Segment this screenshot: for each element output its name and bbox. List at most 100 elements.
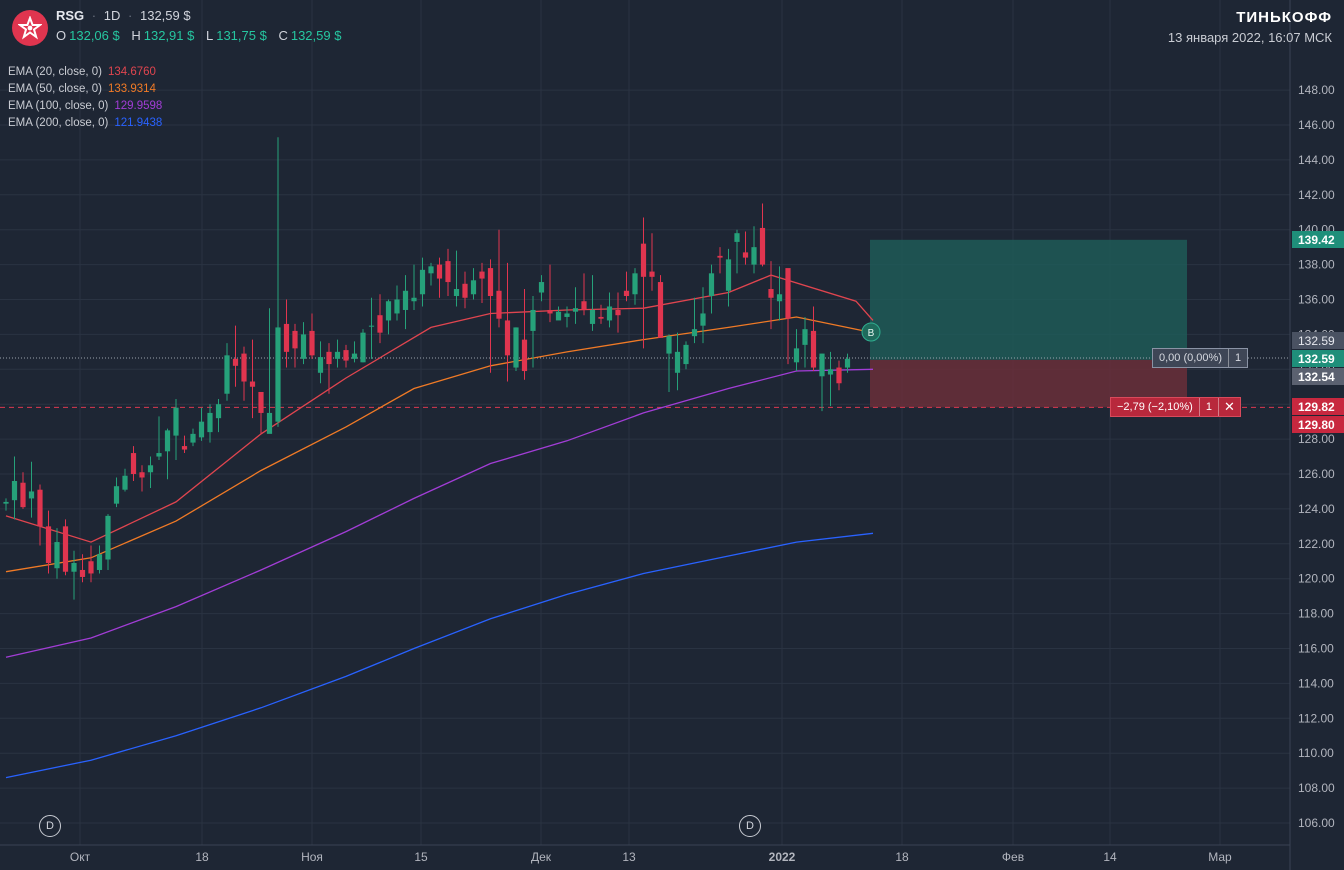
candle-body: [113, 486, 120, 504]
star-logo-icon: [18, 16, 42, 40]
candle-body: [708, 273, 715, 297]
candle-body: [819, 353, 825, 377]
candle-body: [666, 336, 672, 354]
dividend-marker[interactable]: D: [39, 815, 61, 837]
indicator-label: EMA (20, close, 0): [8, 66, 102, 78]
interval-label[interactable]: 1D: [103, 8, 121, 23]
candle-body: [139, 472, 145, 478]
ohlc-key: C: [278, 28, 288, 43]
candle-body: [266, 412, 273, 434]
candle-body: [759, 227, 766, 265]
y-tick-label: 108.00: [1298, 781, 1335, 795]
rsg-logo: [12, 10, 48, 46]
candle-body: [674, 351, 681, 373]
candle-body: [785, 268, 791, 319]
y-tick-label: 124.00: [1298, 502, 1335, 516]
indicator-label: EMA (50, close, 0): [8, 83, 102, 95]
y-tick-label: 110.00: [1298, 746, 1334, 760]
candle-body: [275, 327, 281, 422]
indicator-label: EMA (200, close, 0): [8, 117, 109, 129]
candle-body: [28, 491, 35, 499]
x-tick-label: Ноя: [301, 850, 323, 864]
candle-body: [538, 282, 545, 293]
x-tick-label: Дек: [531, 850, 552, 864]
stop-price-label-lower: 129.80: [1292, 416, 1344, 433]
ohlc-value: 131,75 $: [216, 28, 267, 43]
candle-body: [564, 313, 570, 317]
indicator-ema200[interactable]: EMA (200, close, 0) 121.9438: [8, 115, 162, 132]
indicator-ema100[interactable]: EMA (100, close, 0) 129.9598: [8, 98, 162, 115]
indicator-label: EMA (100, close, 0): [8, 100, 109, 112]
candle-body: [683, 344, 689, 365]
y-tick-label: 106.00: [1298, 816, 1335, 830]
candle-body: [249, 381, 256, 387]
ema200-line: [5, 532, 874, 779]
candle-body: [717, 255, 723, 258]
candle-body: [317, 357, 324, 373]
candle-body: [258, 391, 264, 413]
candle-body: [742, 252, 749, 258]
candle-body: [598, 316, 604, 319]
y-tick-label: 138.00: [1298, 258, 1335, 272]
indicator-value: 121.9438: [114, 117, 163, 129]
candle-body: [20, 482, 26, 508]
y-tick-label: 144.00: [1298, 153, 1335, 167]
candle-body: [487, 268, 494, 297]
candle-body: [640, 243, 647, 277]
x-tick-label: Мар: [1208, 850, 1232, 864]
price-label-upper: 132.59: [1292, 332, 1344, 349]
candle-body: [530, 309, 536, 331]
candle-body: [436, 264, 443, 279]
candle-body: [394, 299, 400, 314]
candle-body: [300, 334, 307, 359]
candle-body: [691, 329, 698, 337]
candle-body: [241, 353, 247, 382]
candle-body: [45, 526, 52, 563]
candle-body: [88, 561, 94, 574]
candle-body: [572, 308, 579, 312]
x-tick-label: Окт: [70, 850, 91, 864]
indicator-ema50[interactable]: EMA (50, close, 0) 133.9314: [8, 81, 162, 98]
target-zone: [870, 239, 1187, 360]
candle-body: [147, 465, 154, 473]
stop-order-box[interactable]: −2,79 (−2,10%) 1 ✕: [1110, 397, 1241, 417]
candle-body: [632, 273, 638, 295]
position-pnl-box[interactable]: 0,00 (0,00%) 1: [1152, 348, 1249, 368]
candle-body: [207, 412, 213, 433]
candle-body: [521, 339, 528, 372]
ema100-line: [5, 368, 874, 658]
y-tick-label: 118.00: [1298, 607, 1334, 621]
candle-body: [623, 290, 630, 297]
candle-body: [581, 301, 587, 310]
candle-body: [156, 453, 162, 457]
candle-body: [368, 325, 375, 327]
candle-body: [402, 290, 409, 310]
candle-body: [555, 311, 562, 321]
candle-body: [657, 282, 664, 338]
indicator-ema20[interactable]: EMA (20, close, 0) 134.6760: [8, 64, 162, 81]
stop-order-quantity: 1: [1198, 398, 1218, 416]
indicator-value: 129.9598: [114, 100, 163, 112]
ohlc-value: 132,59 $: [290, 28, 342, 43]
candle-body: [445, 261, 451, 283]
candle-body: [122, 475, 128, 490]
y-tick-label: 128.00: [1298, 432, 1335, 446]
header-separator: ·: [128, 8, 133, 23]
candle-body: [776, 294, 783, 302]
candle-body: [181, 446, 188, 450]
candle-body: [96, 554, 103, 570]
symbol-name[interactable]: RSG: [56, 8, 85, 23]
dividend-marker[interactable]: D: [739, 815, 761, 837]
stop-order-label: −2,79 (−2,10%): [1117, 401, 1193, 413]
header-separator: ·: [91, 8, 97, 23]
close-icon[interactable]: ✕: [1217, 398, 1240, 416]
y-tick-label: 142.00: [1298, 188, 1335, 202]
candle-body: [496, 290, 502, 319]
candle-body: [334, 351, 341, 359]
candle-body: [377, 315, 383, 333]
candle-body: [190, 433, 196, 443]
candle-body: [232, 358, 239, 366]
candle-body: [734, 233, 740, 242]
candle-body: [470, 280, 477, 295]
